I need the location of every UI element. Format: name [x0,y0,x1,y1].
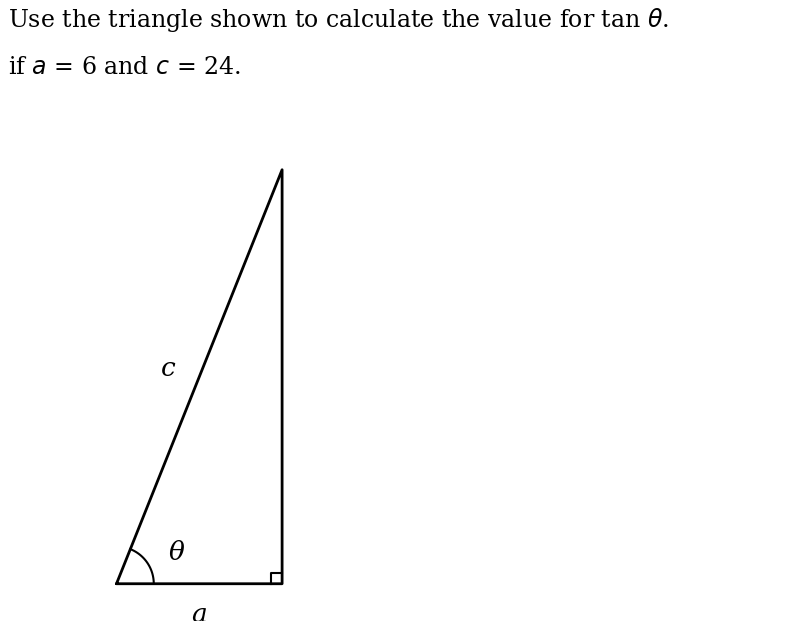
Text: if $a$ = 6 and $c$ = 24.: if $a$ = 6 and $c$ = 24. [8,56,241,79]
Text: Use the triangle shown to calculate the value for tan $\theta$.: Use the triangle shown to calculate the … [8,6,669,34]
Text: a: a [191,602,207,621]
Text: c: c [161,356,175,381]
Text: θ: θ [168,540,184,564]
